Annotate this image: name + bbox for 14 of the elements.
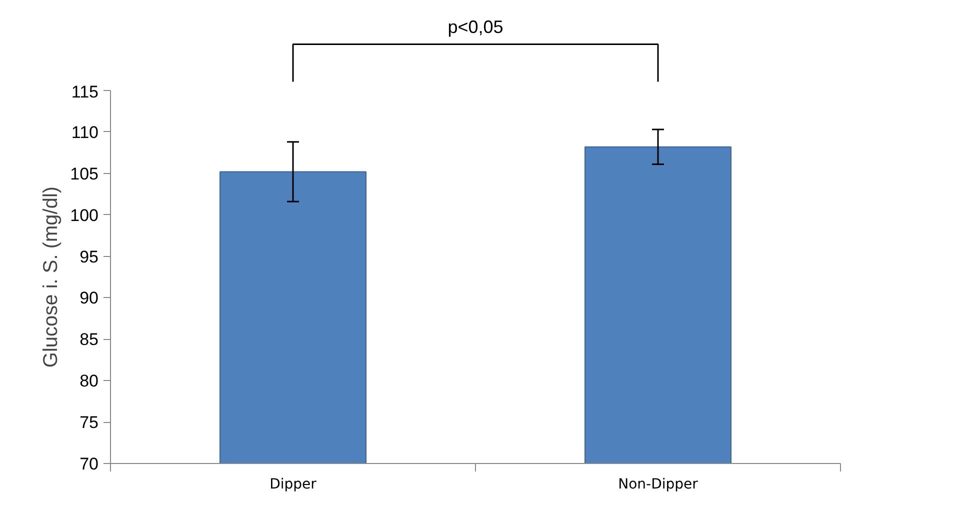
y-tick-label: 115 — [71, 82, 99, 102]
y-tick-label: 90 — [80, 288, 99, 308]
y-tick-label: 105 — [70, 164, 99, 184]
y-tick-label: 80 — [80, 372, 99, 391]
y-axis-title: Glucose i. S. (mg/dl) — [40, 186, 62, 368]
y-tick-label: 75 — [80, 413, 99, 432]
text: p<0,05 — [448, 16, 504, 37]
x-tick-label: Non-Dipper — [618, 476, 698, 492]
x-tick-label: Dipper — [270, 476, 317, 492]
y-tick-label: 100 — [70, 206, 99, 225]
y-tick-label: 70 — [80, 454, 99, 474]
y-tick-label: 110 — [71, 122, 99, 142]
y-tick-label: 85 — [80, 330, 99, 350]
y-tick-label: 95 — [80, 247, 99, 266]
